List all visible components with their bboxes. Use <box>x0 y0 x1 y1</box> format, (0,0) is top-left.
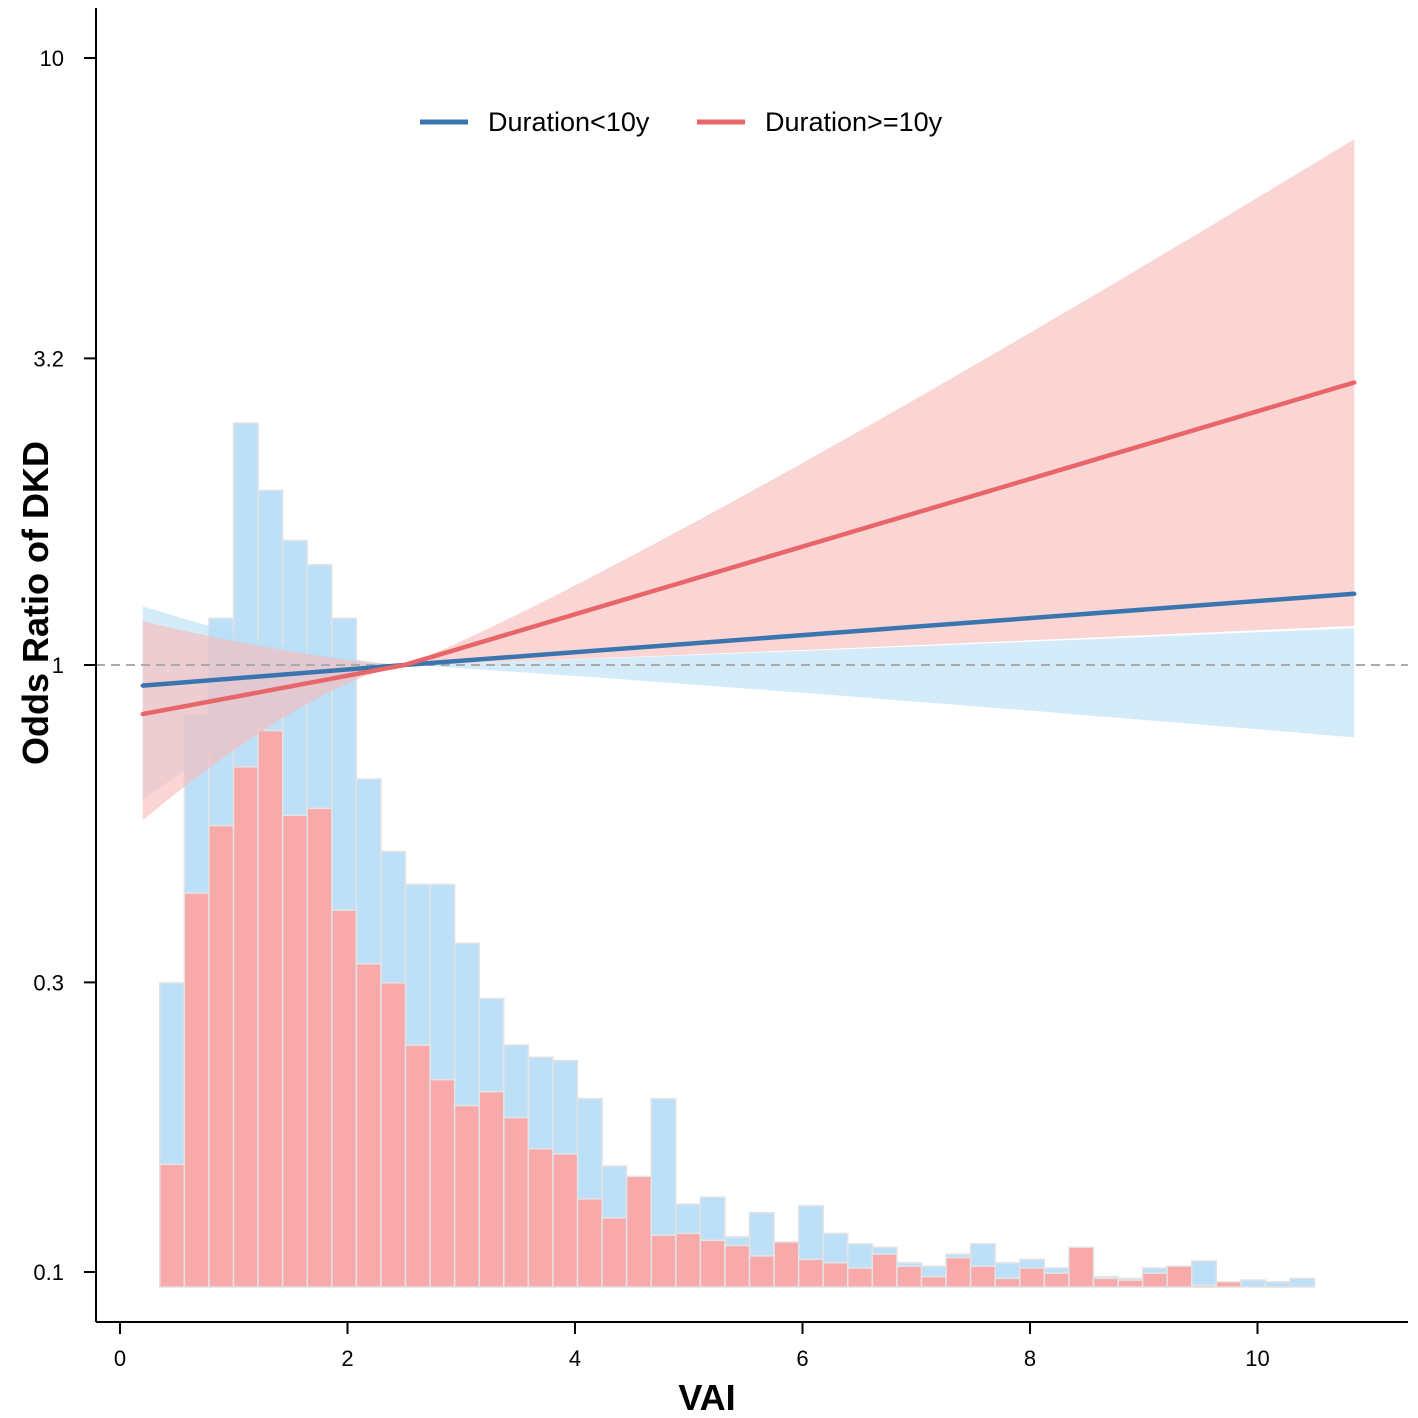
histogram-bar-long-duration <box>503 1116 530 1288</box>
histogram-bar-long-duration <box>994 1277 1021 1288</box>
y-tick-label: 0.3 <box>33 970 64 995</box>
histogram-bar-long-duration <box>159 1163 186 1288</box>
legend-label-duration-ge10y: Duration>=10y <box>765 107 943 137</box>
y-tick-label: 1 <box>52 653 64 678</box>
histogram-bar-long-duration <box>650 1234 677 1288</box>
histogram-bar-long-duration <box>208 824 235 1288</box>
histogram-bar-long-duration <box>871 1253 898 1288</box>
histogram-bar-total <box>1289 1277 1316 1288</box>
or-lines <box>140 380 1357 717</box>
histogram-bar-long-duration <box>675 1232 702 1288</box>
histogram-bar-long-duration <box>1166 1265 1193 1288</box>
histogram-bar-long-duration <box>453 1104 480 1288</box>
legend: Duration<10y Duration>=10y <box>420 107 943 137</box>
x-tick-label: 10 <box>1245 1346 1269 1371</box>
or-line-duration-ge10y <box>140 380 1357 717</box>
y-axis-title: Odds Ratio of DKD <box>15 441 56 765</box>
histogram-bar-long-duration <box>355 963 382 1288</box>
histogram-bar-long-duration <box>232 766 259 1288</box>
x-tick-label: 0 <box>114 1346 126 1371</box>
histogram-bar-long-duration <box>601 1217 628 1288</box>
histogram-bar-long-duration <box>404 1044 431 1288</box>
histogram-bar-long-duration <box>552 1153 579 1288</box>
histogram-bar-long-duration <box>1215 1281 1242 1288</box>
histogram-bar-total <box>1240 1279 1267 1288</box>
histogram-bar-long-duration <box>527 1148 554 1288</box>
histogram-bar-long-duration <box>896 1265 923 1288</box>
histogram-bar-long-duration <box>1191 1284 1218 1288</box>
histogram-bar-long-duration <box>257 729 284 1288</box>
x-tick-label: 2 <box>341 1346 353 1371</box>
histogram-bar-long-duration <box>306 807 333 1288</box>
x-tick-label: 6 <box>796 1346 808 1371</box>
histogram-bar-long-duration <box>920 1275 947 1288</box>
x-axis: 0 2 4 6 8 10 <box>96 1321 1408 1371</box>
histogram-bar-long-duration <box>331 909 358 1288</box>
histogram-bar-long-duration <box>797 1258 824 1288</box>
histogram-bar-long-duration <box>478 1090 505 1288</box>
x-tick-label: 8 <box>1024 1346 1036 1371</box>
y-tick-label: 0.1 <box>33 1260 64 1285</box>
histogram-bar-long-duration <box>847 1267 874 1288</box>
histogram-bar-long-duration <box>773 1241 800 1288</box>
histogram-bar-long-duration <box>1068 1246 1095 1288</box>
y-tick-label: 3.2 <box>33 346 64 371</box>
histogram-bar-long-duration <box>1043 1272 1070 1288</box>
x-tick-label: 4 <box>569 1346 581 1371</box>
confidence-bands <box>142 139 1355 821</box>
histogram-bar-long-duration <box>1141 1272 1168 1288</box>
histogram-bar-long-duration <box>969 1265 996 1288</box>
y-axis: 0.1 0.3 1 3.2 10 <box>33 8 97 1322</box>
histogram-bar-long-duration <box>724 1244 751 1288</box>
histogram-bar-long-duration <box>429 1078 456 1288</box>
histogram-bar-total <box>1191 1260 1218 1288</box>
histogram-bar-long-duration <box>281 814 308 1288</box>
y-tick-label: 10 <box>40 46 64 71</box>
histogram-bar-long-duration <box>699 1239 726 1288</box>
histogram-bar-total <box>1264 1281 1291 1288</box>
histogram-bar-long-duration <box>1019 1267 1046 1288</box>
histogram-bar-long-duration <box>748 1255 775 1288</box>
histogram-bar-long-duration <box>183 892 210 1288</box>
histogram-bar-long-duration <box>1117 1279 1144 1288</box>
histogram-bar-long-duration <box>625 1175 652 1288</box>
histogram-bar-long-duration <box>1092 1277 1119 1288</box>
histogram-bar-long-duration <box>945 1256 972 1288</box>
histogram-bar-long-duration <box>576 1198 603 1288</box>
ci-band-duration-lt10y <box>142 606 1355 800</box>
legend-label-duration-lt10y: Duration<10y <box>488 107 650 137</box>
x-axis-title: VAI <box>678 1377 735 1418</box>
histogram-bar-long-duration <box>822 1262 849 1288</box>
histogram-bar-long-duration <box>380 982 407 1288</box>
ci-band-duration-ge10y <box>142 139 1355 821</box>
